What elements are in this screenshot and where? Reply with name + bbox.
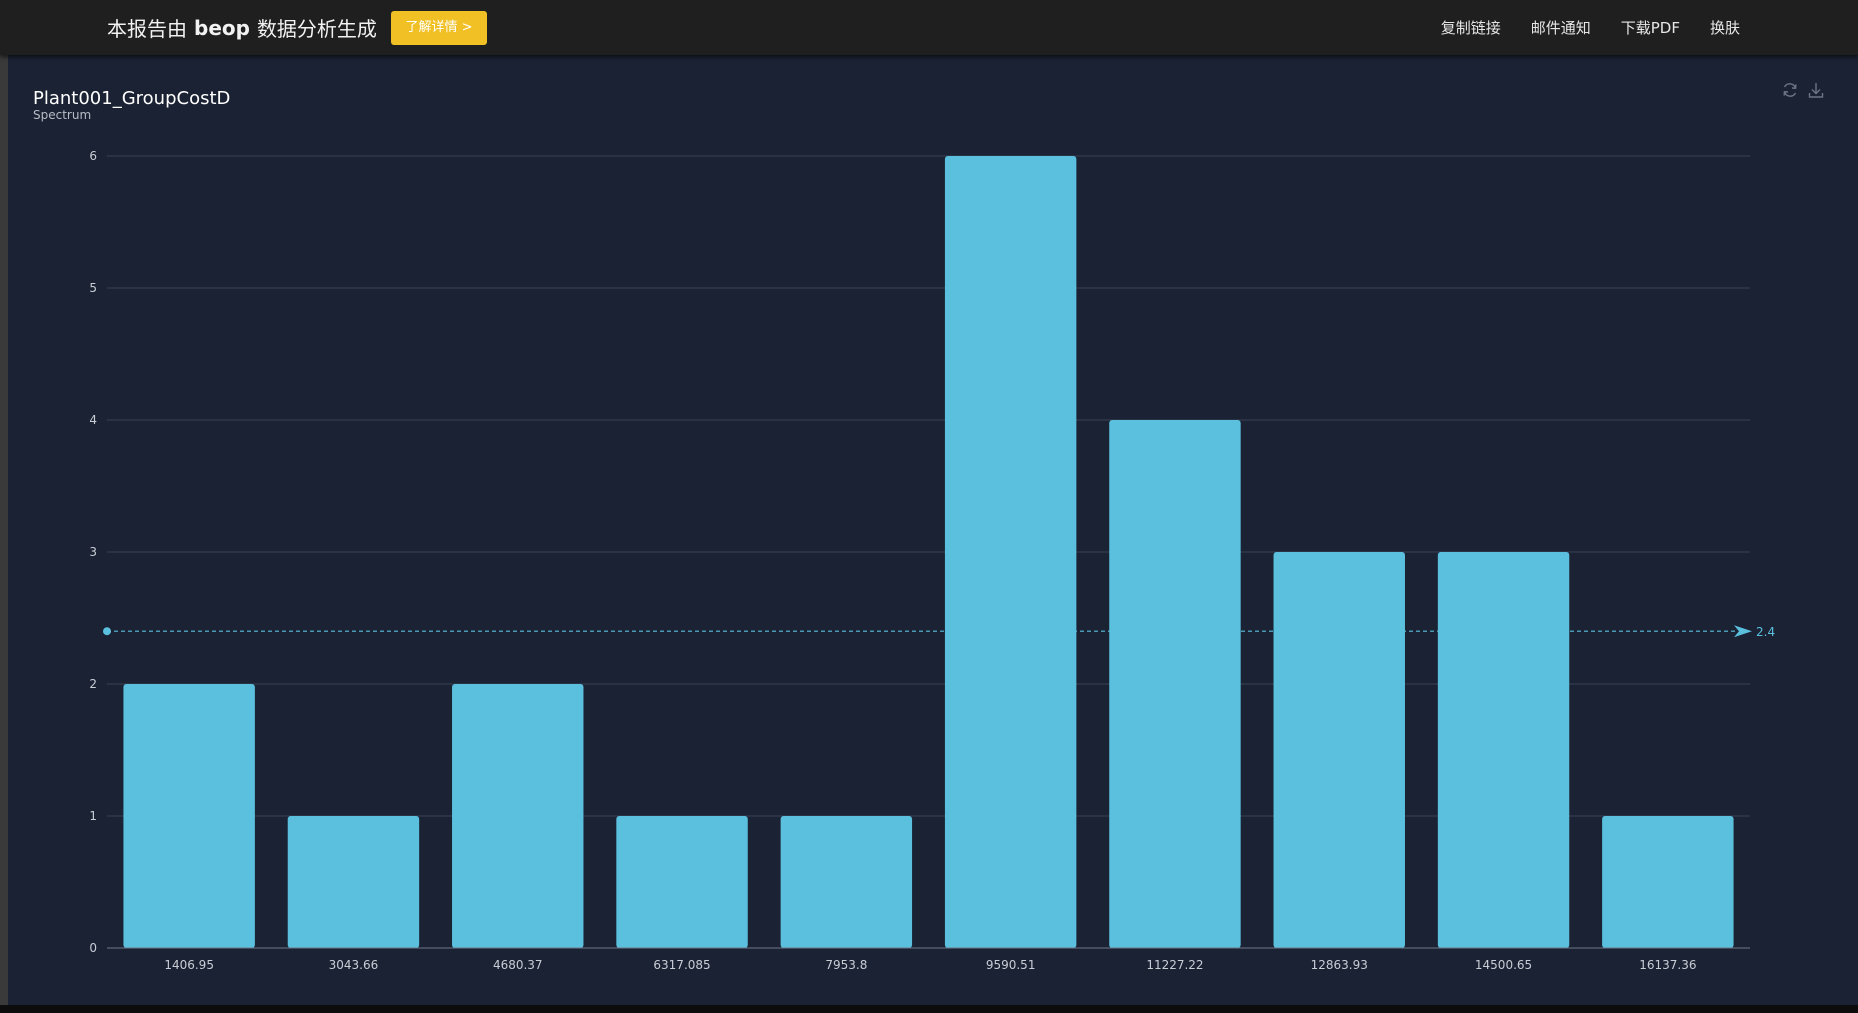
refresh-icon[interactable]	[1780, 80, 1800, 100]
switch-skin-button[interactable]: 换肤	[1709, 19, 1740, 37]
chart-subtitle: Spectrum	[33, 108, 92, 122]
brand-text: 本报告由 beop 数据分析生成	[107, 0, 377, 55]
download-icon[interactable]	[1806, 80, 1826, 100]
top-nav: 复制链接 邮件通知 下载PDF 换肤	[1411, 0, 1740, 55]
email-notify-button[interactable]: 邮件通知	[1530, 19, 1591, 37]
brand-suffix: 数据分析生成	[256, 17, 377, 41]
brand-prefix: 本报告由	[107, 17, 187, 41]
chart-title: Plant001_GroupCostD	[33, 88, 231, 109]
copy-link-button[interactable]: 复制链接	[1440, 19, 1501, 37]
top-bar: 本报告由 beop 数据分析生成 了解详情 > 复制链接 邮件通知 下载PDF …	[0, 0, 1858, 55]
bottom-edge	[0, 1005, 1858, 1013]
learn-more-button[interactable]: 了解详情 >	[391, 11, 487, 45]
chart-panel	[8, 55, 1858, 1005]
left-edge	[0, 55, 8, 1005]
download-pdf-button[interactable]: 下载PDF	[1620, 19, 1680, 37]
brand-name: beop	[194, 15, 250, 40]
